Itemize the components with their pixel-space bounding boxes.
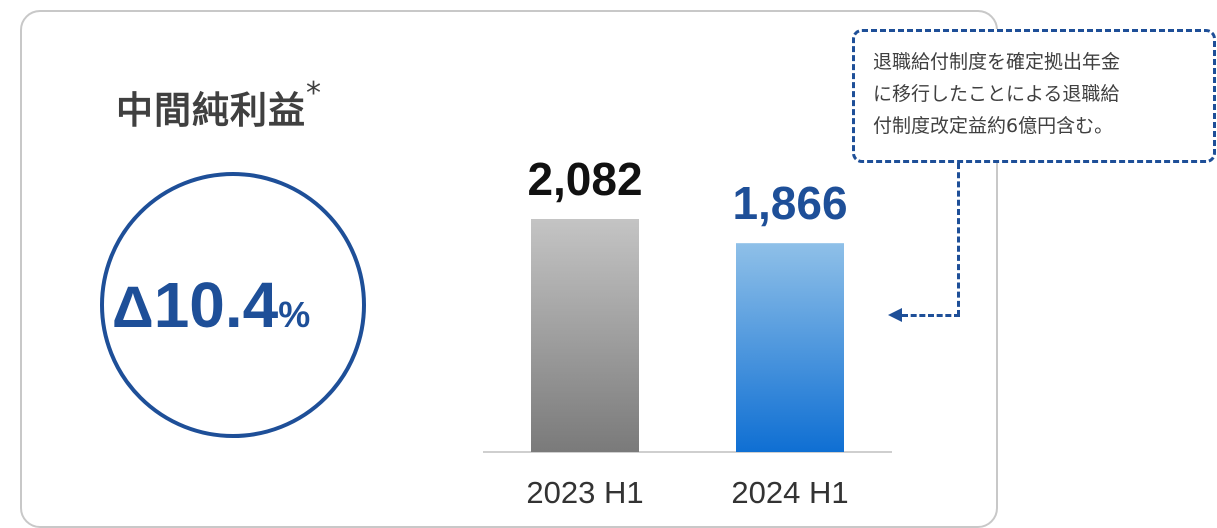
note-line-3: 付制度改定益約6億円含む。 — [873, 115, 1114, 137]
change-number: 10.4 — [153, 269, 279, 341]
change-value: Δ 10.4 % — [112, 268, 372, 341]
note-line-1: 退職給付制度を確定拠出年金 — [873, 51, 1121, 73]
change-circle — [100, 172, 366, 438]
note-arrow-head — [888, 308, 902, 322]
x-tick-label-2023-h1: 2023 H1 — [526, 475, 643, 510]
data-label-2024-h1: 1,866 — [732, 177, 847, 229]
note-box: 退職給付制度を確定拠出年金 に移行したことによる退職給 付制度改定益約6億円含む… — [852, 29, 1216, 163]
x-tick-label-2024-h1: 2024 H1 — [731, 475, 848, 510]
data-label-2023-h1: 2,082 — [527, 153, 642, 205]
title-text: 中間純利益 — [116, 89, 306, 132]
note-line-2: に移行したことによる退職給 — [873, 83, 1120, 105]
delta-symbol: Δ — [112, 275, 154, 340]
note-connector-horizontal — [902, 314, 960, 317]
change-unit: % — [278, 294, 311, 335]
bar-2023-h1 — [531, 219, 639, 452]
bar-2024-h1 — [736, 243, 844, 452]
title-asterisk: * — [306, 76, 322, 111]
note-connector-vertical — [957, 163, 960, 316]
chart-title: 中間純利益* — [116, 76, 322, 134]
